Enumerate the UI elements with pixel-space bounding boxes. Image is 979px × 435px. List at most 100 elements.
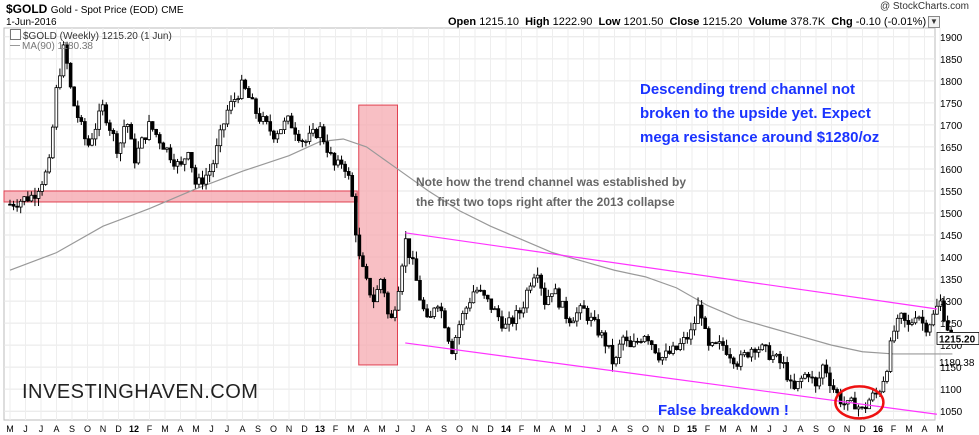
- ticker-symbol: $GOLD: [6, 2, 48, 16]
- candle-body: [311, 128, 315, 134]
- candle-body: [546, 295, 551, 305]
- candle-body: [232, 99, 237, 102]
- candle-body: [532, 277, 536, 287]
- candle-body: [931, 313, 936, 326]
- candle-body: [567, 318, 572, 324]
- x-tick-label: A: [363, 424, 369, 434]
- candle-body: [628, 340, 633, 348]
- candle-body: [197, 177, 201, 185]
- candle-body: [592, 316, 597, 320]
- chart-date: 1-Jun-2016: [6, 17, 57, 28]
- candle-body: [204, 174, 208, 185]
- candle-body: [250, 97, 255, 100]
- candle-body: [314, 128, 319, 139]
- candle-body: [168, 147, 173, 161]
- candle-body: [646, 335, 650, 342]
- plot-area-frame: [3, 27, 936, 421]
- candle-body: [849, 397, 854, 402]
- candle-body: [457, 324, 461, 338]
- y-tick-label: 1250: [940, 319, 963, 330]
- candle-body: [464, 307, 469, 314]
- candle-body: [935, 305, 939, 315]
- candle-body: [460, 313, 465, 326]
- candle-body: [468, 302, 472, 309]
- candle-body: [453, 337, 458, 354]
- candle-layer: [8, 41, 953, 417]
- candle-body: [143, 137, 148, 140]
- candle-body: [503, 323, 508, 329]
- x-tick-label: A: [53, 424, 59, 434]
- candle-body: [425, 308, 429, 318]
- candle-body: [428, 316, 433, 318]
- candle-body: [660, 357, 665, 361]
- candle-body: [496, 308, 501, 318]
- x-tick-label: J: [209, 424, 214, 434]
- candle-body: [510, 317, 515, 324]
- candle-body: [895, 317, 900, 332]
- candle-body: [8, 203, 12, 206]
- channel-layer: [405, 232, 937, 420]
- candle-body: [40, 184, 44, 192]
- candle-body: [806, 373, 811, 378]
- candle-body: [450, 340, 454, 354]
- x-tick-label: M: [564, 424, 572, 434]
- candle-body: [517, 310, 522, 314]
- candle-body: [742, 352, 747, 356]
- candle-body: [610, 344, 615, 365]
- x-tick-label: J: [23, 424, 28, 434]
- candle-body: [50, 126, 55, 159]
- candle-body: [254, 98, 258, 114]
- close-label: Close: [669, 16, 700, 28]
- y-tick-label: 1300: [940, 297, 963, 308]
- candle-body: [564, 300, 568, 320]
- candle-body: [214, 145, 219, 165]
- candle-body: [856, 406, 861, 410]
- x-tick-label: M: [161, 424, 169, 434]
- candle-body: [817, 377, 822, 387]
- candle-body: [125, 124, 130, 127]
- y-tick-label: 1350: [940, 275, 963, 286]
- candle-body: [261, 116, 265, 122]
- candle-body: [539, 274, 543, 289]
- x-tick-label: O: [642, 424, 649, 434]
- candle-body: [361, 255, 365, 267]
- candle-body: [575, 312, 579, 322]
- x-tick-label: A: [425, 424, 431, 434]
- candle-body: [603, 332, 608, 347]
- chevron-down-icon[interactable]: ▼: [928, 16, 940, 28]
- y-tick-label: 1850: [940, 55, 963, 66]
- candle-body: [86, 138, 91, 146]
- x-tick-label: J: [581, 424, 586, 434]
- legend-gold-label: $GOLD (Weekly) 1215.20 (1 Jun): [23, 31, 172, 42]
- last-price-label: 1215.20: [939, 334, 976, 345]
- candle-body: [746, 352, 750, 358]
- x-tick-label: J: [225, 424, 230, 434]
- x-tick-label: D: [301, 424, 308, 434]
- candle-body: [293, 127, 297, 135]
- high-label: High: [525, 16, 550, 28]
- candle-body: [329, 152, 333, 154]
- legend-ma: MA(90) 1180.38: [10, 41, 93, 52]
- candle-body: [407, 238, 412, 258]
- highlight-layer: [3, 104, 398, 366]
- legend-gold: $GOLD (Weekly) 1215.20 (1 Jun): [10, 29, 172, 42]
- candle-body: [411, 257, 415, 260]
- y-tick-label: 1400: [940, 253, 963, 264]
- candle-body: [279, 129, 283, 135]
- ma-layer: [9, 138, 953, 355]
- candle-body: [354, 195, 358, 236]
- x-tick-label: M: [6, 424, 14, 434]
- candle-body: [325, 141, 330, 153]
- close-value: 1215.20: [702, 16, 743, 28]
- ma-price-label: 1180.38: [939, 358, 975, 369]
- candle-body: [471, 291, 476, 304]
- candle-body: [899, 312, 904, 319]
- candle-body: [796, 381, 800, 389]
- candle-body: [371, 294, 376, 303]
- candle-body: [803, 373, 807, 379]
- y-tick-label: 1750: [940, 99, 963, 110]
- candle-body: [728, 354, 732, 359]
- annotation-trend-note: Note how the trend channel was establish…: [416, 175, 687, 209]
- channel-lower-line: [405, 342, 937, 415]
- candle-body: [22, 196, 27, 202]
